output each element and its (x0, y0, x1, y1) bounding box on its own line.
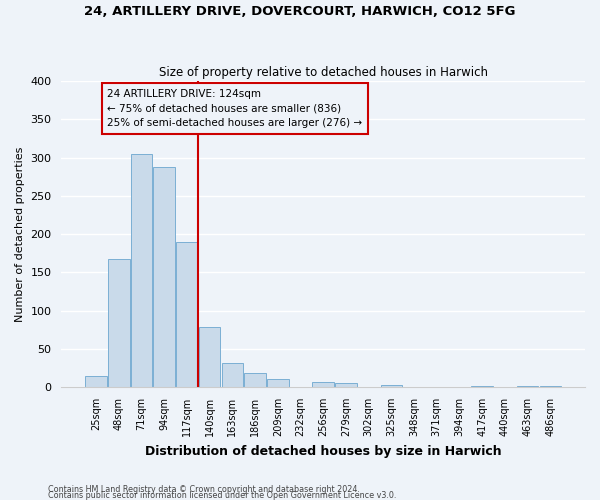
Bar (380, 385, 402, 387)
Bar (154, 166, 175, 387)
Text: Contains HM Land Registry data © Crown copyright and database right 2024.: Contains HM Land Registry data © Crown c… (48, 484, 360, 494)
Bar (267, 380, 289, 387)
Bar (539, 386, 561, 387)
Text: Contains public sector information licensed under the Open Government Licence v3: Contains public sector information licen… (48, 491, 397, 500)
Bar (108, 258, 130, 387)
Bar (176, 242, 197, 387)
Bar (85, 376, 107, 387)
Bar (517, 386, 538, 387)
Bar (244, 372, 266, 387)
Bar (131, 154, 152, 387)
Bar (472, 386, 493, 387)
Bar (199, 328, 220, 387)
Bar (313, 382, 334, 387)
Title: Size of property relative to detached houses in Harwich: Size of property relative to detached ho… (159, 66, 488, 78)
Bar (221, 362, 243, 387)
Bar (335, 383, 357, 387)
Y-axis label: Number of detached properties: Number of detached properties (15, 146, 25, 322)
X-axis label: Distribution of detached houses by size in Harwich: Distribution of detached houses by size … (145, 444, 502, 458)
Text: 24, ARTILLERY DRIVE, DOVERCOURT, HARWICH, CO12 5FG: 24, ARTILLERY DRIVE, DOVERCOURT, HARWICH… (84, 5, 516, 18)
Text: 24 ARTILLERY DRIVE: 124sqm
← 75% of detached houses are smaller (836)
25% of sem: 24 ARTILLERY DRIVE: 124sqm ← 75% of deta… (107, 88, 362, 128)
